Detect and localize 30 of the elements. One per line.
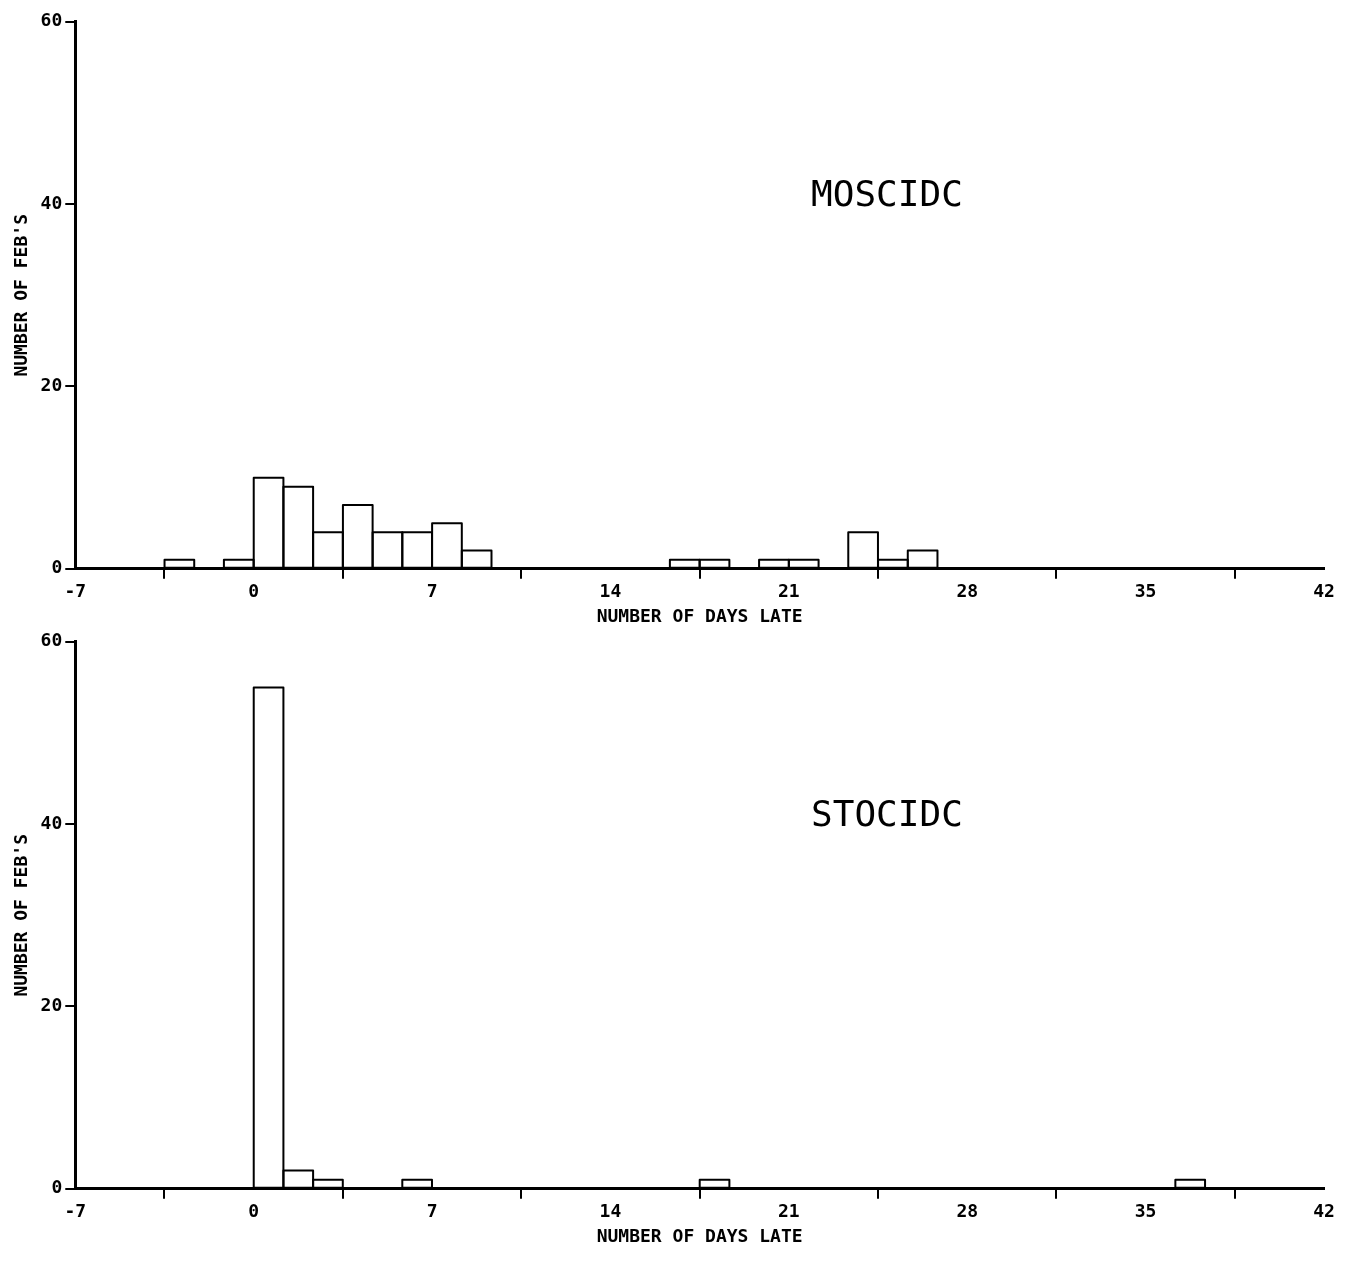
y-tick-label: 20 bbox=[40, 994, 63, 1016]
x-tick-label: 14 bbox=[599, 1200, 622, 1222]
x-tick-label: 42 bbox=[1313, 580, 1335, 602]
y-tick-label: 40 bbox=[40, 191, 63, 213]
x-tick-label: 28 bbox=[956, 1200, 979, 1222]
y-tick-label: 0 bbox=[51, 1176, 63, 1198]
annotation: STOCIDC bbox=[811, 793, 963, 835]
y-tick-label: 0 bbox=[51, 556, 63, 578]
x-tick-label: 35 bbox=[1134, 1200, 1157, 1222]
annotation: MOSCIDC bbox=[811, 173, 963, 215]
y-axis-title: NUMBER OF FEB'S bbox=[10, 214, 32, 377]
x-tick-label: 21 bbox=[777, 580, 800, 602]
y-tick-label: 60 bbox=[40, 9, 63, 31]
y-tick-label: 20 bbox=[40, 374, 63, 396]
x-tick-label: 21 bbox=[777, 1200, 800, 1222]
x-tick-label: 35 bbox=[1134, 580, 1157, 602]
x-tick-label: 42 bbox=[1313, 1200, 1335, 1222]
x-tick-label: 7 bbox=[426, 1200, 438, 1222]
x-tick-label: 28 bbox=[956, 580, 979, 602]
x-tick-label: -7 bbox=[64, 1200, 87, 1222]
x-axis-title: NUMBER OF DAYS LATE bbox=[596, 604, 803, 626]
x-tick-label: -7 bbox=[64, 580, 87, 602]
y-tick-label: 60 bbox=[40, 629, 63, 651]
x-tick-label: 0 bbox=[248, 580, 260, 602]
y-axis-title: NUMBER OF FEB'S bbox=[10, 834, 32, 997]
x-tick-label: 0 bbox=[248, 1200, 260, 1222]
y-tick-label: 40 bbox=[40, 811, 63, 833]
x-tick-label: 14 bbox=[599, 580, 622, 602]
x-tick-label: 7 bbox=[426, 580, 438, 602]
x-axis-title: NUMBER OF DAYS LATE bbox=[596, 1224, 803, 1246]
